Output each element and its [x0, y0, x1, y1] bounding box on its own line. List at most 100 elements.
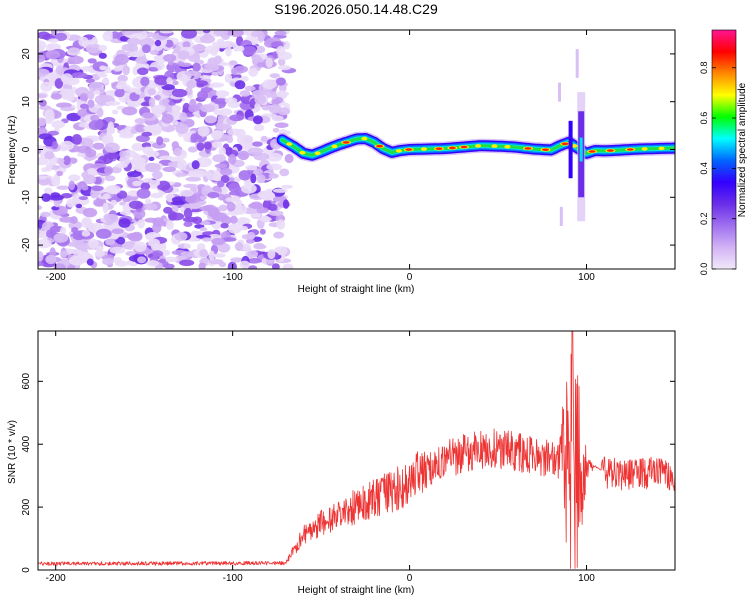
noise-blob	[65, 92, 76, 102]
noise-blob	[44, 151, 55, 160]
noise-blob	[257, 174, 266, 184]
noise-blob	[44, 109, 55, 121]
noise-blob	[104, 142, 120, 153]
noise-blob	[282, 199, 290, 209]
x-tick-label: 0	[407, 272, 413, 283]
noise-blob	[228, 154, 237, 165]
noise-blob	[160, 249, 171, 256]
noise-blob	[66, 198, 76, 208]
noise-blob	[226, 149, 239, 158]
noise-blob	[134, 118, 146, 125]
noise-blob	[152, 250, 164, 257]
noise-blob	[71, 134, 82, 145]
y-tick-label: 400	[21, 435, 32, 452]
noise-blob	[80, 103, 89, 110]
noise-blob	[38, 229, 44, 239]
noise-blob	[180, 251, 195, 258]
noise-blob	[265, 57, 273, 68]
ridge-peak-spot	[606, 149, 614, 152]
noise-blob	[187, 146, 198, 153]
ridge-hot-spot	[504, 144, 511, 149]
noise-blob	[61, 193, 73, 199]
ridge-peak-spot	[376, 144, 384, 148]
noise-blob	[237, 135, 246, 144]
noise-blob	[81, 185, 89, 191]
noise-blob	[208, 250, 215, 261]
noise-blob	[191, 170, 207, 178]
noise-blob	[186, 79, 197, 89]
ridge-peak-spot	[435, 147, 443, 150]
spike-upper-blob	[575, 49, 579, 78]
noise-blob	[161, 84, 175, 91]
noise-blob	[272, 127, 280, 133]
noise-blob	[175, 123, 189, 135]
noise-blob	[224, 73, 233, 84]
noise-blob	[51, 177, 61, 187]
snr-x-label: Height of straight line (km)	[298, 585, 415, 596]
noise-blob	[248, 265, 258, 269]
noise-blob	[121, 30, 134, 36]
noise-blob	[234, 80, 246, 90]
ridge-peak-spot	[561, 142, 569, 146]
noise-blob	[215, 90, 230, 97]
noise-blob	[161, 137, 170, 143]
ridge-peak-spot	[448, 146, 456, 150]
noise-blob	[217, 242, 231, 253]
noise-blob	[137, 256, 147, 264]
noise-blob	[87, 58, 97, 64]
ridge-hot-spot	[658, 146, 665, 151]
noise-blob	[252, 115, 263, 125]
noise-blob	[182, 216, 198, 223]
y-tick-label: -10	[21, 190, 32, 205]
noise-blob	[144, 203, 158, 211]
ridge-peak-spot	[542, 148, 549, 151]
noise-blob	[82, 207, 98, 218]
noise-blob	[230, 257, 243, 263]
noise-blob	[85, 78, 95, 84]
noise-blob	[246, 258, 262, 264]
noise-blob	[127, 37, 142, 46]
ridge-hot-spot	[361, 136, 368, 141]
noise-blob	[163, 54, 177, 62]
noise-blob	[266, 163, 283, 171]
noise-blob	[284, 153, 294, 164]
noise-blob	[111, 166, 122, 174]
noise-blob	[239, 260, 250, 269]
noise-blob	[261, 105, 271, 111]
noise-blob	[142, 146, 154, 155]
noise-blob	[38, 54, 46, 63]
colorbar-tick-label: 0.2	[699, 212, 709, 225]
noise-blob	[125, 125, 132, 131]
ridge-hot-spot	[395, 149, 402, 153]
figure-title: S196.2026.050.14.48.C29	[274, 1, 438, 17]
noise-blob	[203, 141, 212, 150]
noise-blob	[254, 94, 267, 105]
noise-blob	[87, 90, 95, 100]
y-tick-label: 600	[21, 373, 32, 390]
noise-blob	[51, 141, 59, 150]
noise-blob	[38, 205, 43, 210]
y-tick-label: 0	[21, 146, 32, 152]
noise-blob	[199, 205, 213, 211]
noise-blob	[97, 73, 108, 78]
noise-blob	[272, 263, 280, 269]
noise-blob	[184, 70, 199, 77]
noise-blob	[229, 114, 244, 122]
noise-blob	[166, 77, 173, 85]
noise-blob	[104, 153, 120, 159]
noise-blob	[213, 30, 229, 37]
noise-blob	[237, 150, 250, 161]
noise-blob	[159, 155, 174, 160]
noise-blob	[173, 147, 182, 157]
x-tick-label: -100	[223, 573, 243, 584]
noise-blob	[253, 244, 267, 250]
noise-blob	[54, 32, 68, 42]
noise-blob	[212, 41, 228, 47]
noise-blob	[161, 113, 174, 124]
noise-blob	[276, 219, 286, 230]
noise-blob	[266, 152, 283, 162]
noise-blob	[246, 238, 255, 244]
noise-blob	[253, 124, 265, 132]
noise-blob	[164, 39, 174, 48]
